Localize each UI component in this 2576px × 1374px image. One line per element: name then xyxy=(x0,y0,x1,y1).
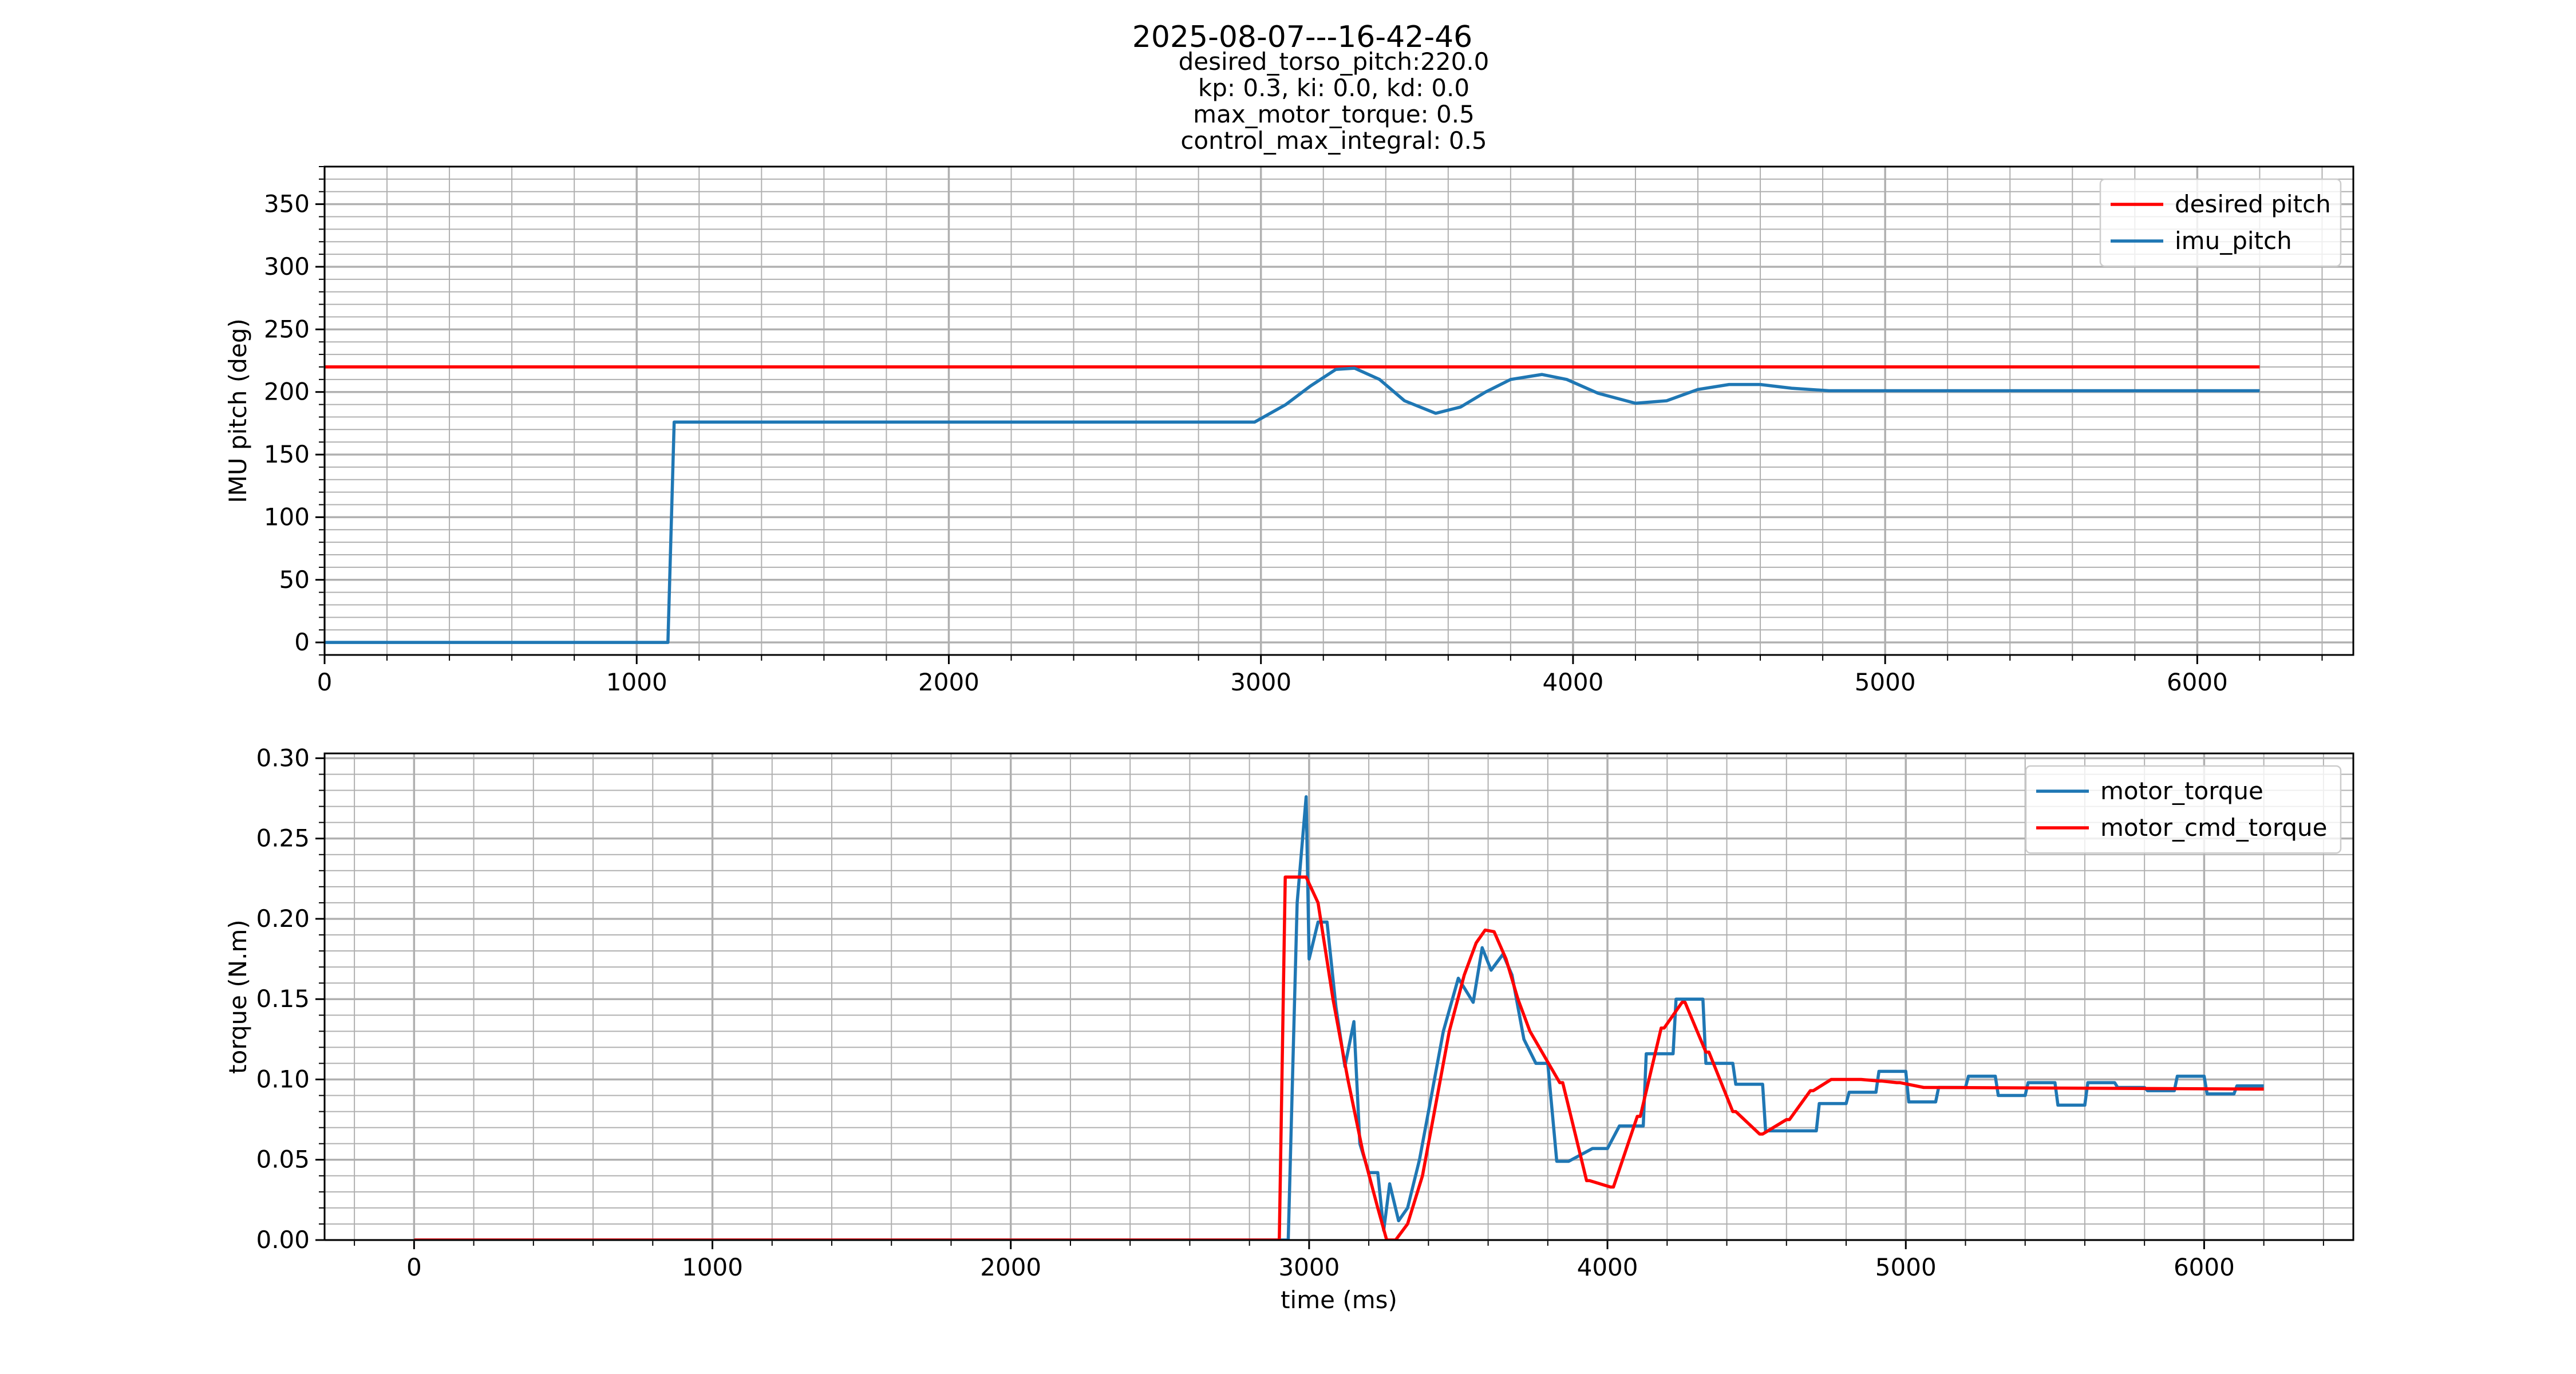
figure-subtitle-line-4: control_max_integral: 0.5 xyxy=(1180,127,1487,155)
x-tick-label: 2000 xyxy=(918,668,979,696)
figure-subtitle-line-3: max_motor_torque: 0.5 xyxy=(1193,100,1475,128)
y-axis-label: torque (N.m) xyxy=(224,919,252,1074)
legend: desired pitch imu_pitch xyxy=(2099,178,2342,267)
x-axis-label: time (ms) xyxy=(1281,1286,1397,1314)
figure-subtitle-line-2: kp: 0.3, ki: 0.0, kd: 0.0 xyxy=(1198,74,1469,102)
x-tick-label: 6000 xyxy=(2167,668,2228,696)
x-tick-label: 0 xyxy=(317,668,333,696)
legend-label: motor_torque xyxy=(2100,777,2263,805)
legend: motor_torque motor_cmd_torque xyxy=(2025,765,2342,854)
axes-frame xyxy=(323,165,2354,656)
y-tick-label: 0.05 xyxy=(256,1146,310,1174)
y-tick-label: 250 xyxy=(264,315,310,343)
legend-box xyxy=(2099,178,2342,267)
x-tick-label: 6000 xyxy=(2174,1253,2235,1281)
y-tick-label: 200 xyxy=(264,378,310,406)
series-line-motor-cmd-torque xyxy=(414,875,2264,1240)
x-tick-label: 1000 xyxy=(606,668,667,696)
y-axis-label: IMU pitch (deg) xyxy=(224,318,252,503)
y-tick-label: 0.30 xyxy=(256,744,310,772)
y-tick-label: 0.15 xyxy=(256,985,310,1013)
y-tick-label: 0.10 xyxy=(256,1065,310,1093)
y-tick-label: 0.00 xyxy=(256,1226,310,1254)
legend-label: desired pitch xyxy=(2175,190,2331,218)
x-tick-label: 4000 xyxy=(1577,1253,1638,1281)
torque-subplot: 0 1000 2000 3000 4000 5000 6000 0.00 0.05 0.10 0.1… xyxy=(224,744,2354,1314)
x-tick-label: 3000 xyxy=(1230,668,1291,696)
y-tick-label: 0 xyxy=(294,628,310,656)
y-tick-label: 300 xyxy=(264,252,310,281)
x-tick-label: 5000 xyxy=(1855,668,1916,696)
x-tick-label: 1000 xyxy=(682,1253,743,1281)
legend-label: imu_pitch xyxy=(2175,227,2292,255)
legend-label: motor_cmd_torque xyxy=(2100,814,2328,842)
y-tick-label: 0.20 xyxy=(256,905,310,933)
x-tick-label: 2000 xyxy=(980,1253,1041,1281)
x-tick-label: 3000 xyxy=(1278,1253,1340,1281)
y-tick-label: 50 xyxy=(279,566,310,594)
axes-frame xyxy=(323,752,2354,1241)
y-tick-label: 350 xyxy=(264,190,310,218)
x-tick-label: 4000 xyxy=(1542,668,1603,696)
series-line-motor-torque xyxy=(414,795,2264,1240)
figure-title: 2025-08-07---16-42-46 xyxy=(1132,20,1473,54)
series-line-imu-pitch xyxy=(325,366,2260,644)
y-tick-label: 100 xyxy=(264,503,310,531)
x-tick-label: 0 xyxy=(406,1253,422,1281)
x-tick-label: 5000 xyxy=(1875,1253,1937,1281)
legend-box xyxy=(2025,765,2342,854)
y-tick-label: 150 xyxy=(264,440,310,468)
figure-subtitle-line-1: desired_torso_pitch:220.0 xyxy=(1179,48,1490,76)
pitch-subplot: 0 1000 2000 3000 4000 5000 6000 0 50 100 150 200 250… xyxy=(224,165,2354,696)
y-tick-label: 0.25 xyxy=(256,824,310,852)
